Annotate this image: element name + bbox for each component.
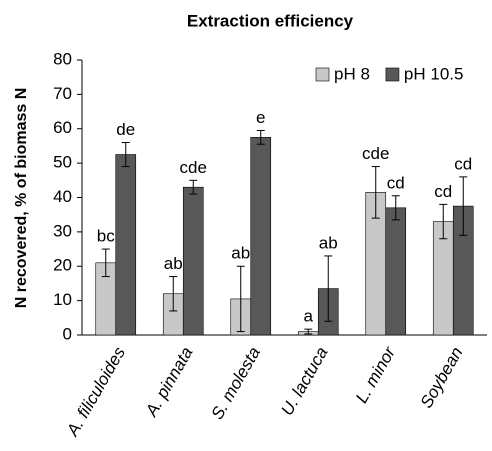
legend-label: pH 8 — [334, 64, 370, 83]
y-tick-label: 20 — [53, 256, 72, 275]
x-tick-label: S. molesta — [207, 344, 264, 423]
y-axis-label: N recovered, % of biomass N — [13, 88, 30, 309]
significance-letter: ab — [231, 244, 250, 263]
significance-letter: ab — [319, 233, 338, 252]
legend-swatch — [385, 67, 400, 82]
significance-letter: e — [256, 108, 265, 127]
significance-letter: cd — [454, 154, 472, 173]
x-tick-label: L. minor — [352, 343, 400, 407]
bar — [115, 154, 137, 336]
bar — [385, 207, 407, 336]
bar — [250, 137, 272, 336]
significance-letter: cde — [362, 144, 389, 163]
significance-letter: cd — [434, 182, 452, 201]
significance-letter: a — [304, 307, 314, 326]
x-tick-label: A. filiculoides — [63, 343, 130, 440]
y-tick-label: 60 — [53, 118, 72, 137]
y-tick-label: 80 — [53, 49, 72, 68]
legend-label: pH 10.5 — [404, 64, 464, 83]
x-tick-label: U. lactuca — [277, 344, 331, 419]
significance-letter: de — [116, 120, 135, 139]
y-tick-label: 0 — [63, 324, 72, 343]
bar — [182, 186, 204, 336]
significance-letter: cd — [387, 173, 405, 192]
y-tick-label: 10 — [53, 290, 72, 309]
y-tick-label: 40 — [53, 187, 72, 206]
x-tick-label: A. pinnata — [141, 344, 196, 421]
significance-letter: ab — [164, 254, 183, 273]
significance-letter: bc — [97, 227, 115, 246]
significance-letter: cde — [180, 158, 207, 177]
x-tick-label: Soybean — [417, 344, 467, 412]
legend-swatch — [315, 67, 330, 82]
y-tick-label: 50 — [53, 153, 72, 172]
y-tick-label: 70 — [53, 84, 72, 103]
chart-title: Extraction efficiency — [187, 11, 354, 30]
y-tick-label: 30 — [53, 221, 72, 240]
